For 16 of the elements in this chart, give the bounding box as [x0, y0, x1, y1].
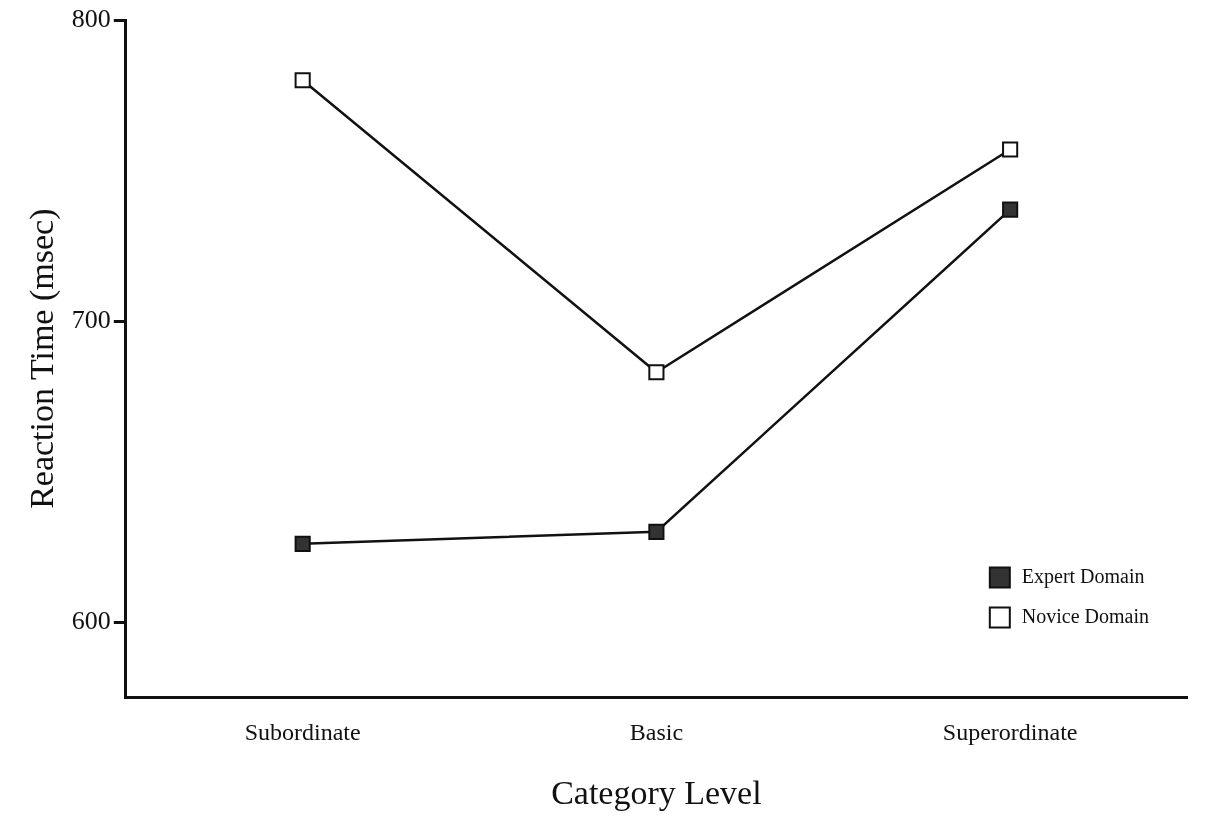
y-tick-label: 600 — [71, 605, 111, 635]
y-tick-label: 700 — [71, 304, 111, 334]
x-tick-label: Basic — [629, 719, 684, 746]
point — [294, 72, 311, 89]
point — [1002, 201, 1019, 218]
x-axis-title: Category Level — [551, 773, 762, 811]
y-tick-label: 800 — [71, 3, 111, 33]
x-tick-label: Subordinate — [244, 719, 361, 746]
point — [648, 523, 665, 540]
point — [648, 364, 665, 381]
legend-label: Expert Domain — [1021, 564, 1145, 588]
point — [294, 535, 311, 552]
point — [1002, 141, 1019, 158]
x-tick-label: Superordinate — [942, 719, 1078, 746]
legend-label: Novice Domain — [1021, 604, 1149, 627]
y-axis-title: Reaction Time (msec) — [23, 208, 62, 509]
